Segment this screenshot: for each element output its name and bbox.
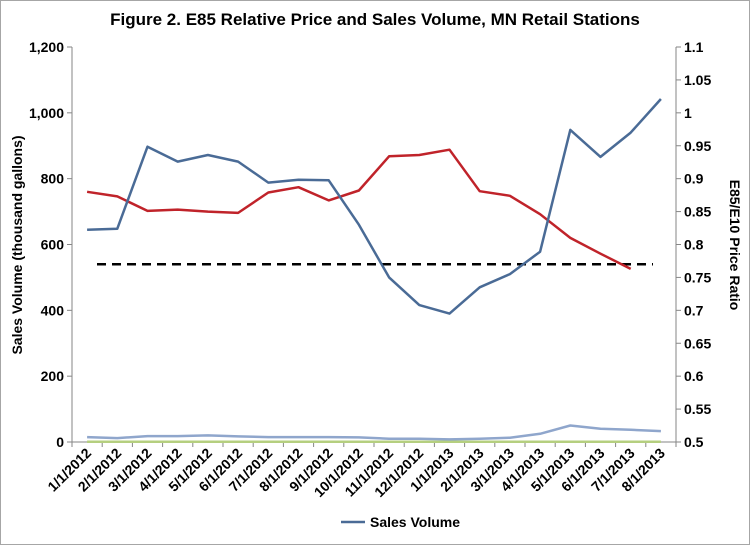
y-tick-label: 800 bbox=[41, 171, 65, 187]
series-layer bbox=[87, 99, 661, 442]
y-tick-label: 400 bbox=[41, 302, 65, 318]
y2-tick-label: 0.95 bbox=[684, 138, 711, 154]
y-tick-label: 1,000 bbox=[29, 105, 64, 121]
y-tick-label: 200 bbox=[41, 368, 65, 384]
legend: Sales Volume bbox=[341, 514, 460, 530]
y2-tick-label: 0.55 bbox=[684, 401, 711, 417]
series-line-series-2 bbox=[87, 426, 661, 440]
y2-axis-title: E85/E10 Price Ratio bbox=[727, 180, 743, 311]
y-tick-label: 600 bbox=[41, 237, 65, 253]
y2-tick-label: 1.1 bbox=[684, 39, 704, 55]
y2-tick-label: 0.65 bbox=[684, 335, 711, 351]
y2-tick-label: 0.8 bbox=[684, 237, 704, 253]
y2-tick-label: 0.5 bbox=[684, 434, 704, 450]
y2-tick-label: 0.85 bbox=[684, 204, 711, 220]
chart-title: Figure 2. E85 Relative Price and Sales V… bbox=[110, 10, 640, 29]
series-line-series-1 bbox=[87, 150, 631, 269]
y-tick-label: 1,200 bbox=[29, 39, 64, 55]
y-tick-label: 0 bbox=[56, 434, 64, 450]
series-line-sales-volume bbox=[87, 99, 661, 314]
y2-tick-label: 1 bbox=[684, 105, 692, 121]
y2-tick-label: 0.75 bbox=[684, 269, 711, 285]
y2-tick-label: 0.7 bbox=[684, 302, 704, 318]
y2-tick-label: 1.05 bbox=[684, 72, 711, 88]
legend-label-sales-volume: Sales Volume bbox=[370, 514, 460, 530]
y2-tick-label: 0.9 bbox=[684, 171, 704, 187]
y2-tick-label: 0.6 bbox=[684, 368, 704, 384]
chart-svg: Figure 2. E85 Relative Price and Sales V… bbox=[0, 0, 750, 545]
ticks-layer: 0 200 400 600 800 1,000 1,200 0.5 0.55 0.6 0.65 0.7… bbox=[29, 39, 712, 500]
y-axis-title: Sales Volume (thousand gallons) bbox=[9, 135, 25, 354]
